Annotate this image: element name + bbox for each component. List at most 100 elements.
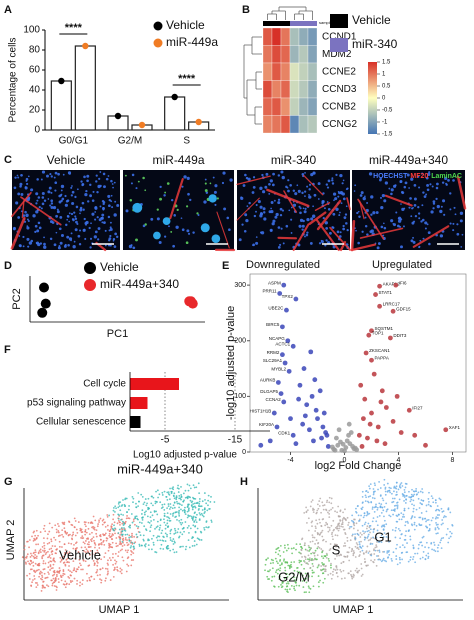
umap-cell [380, 525, 383, 528]
umap-cell [173, 492, 176, 495]
nucleus [456, 223, 459, 226]
umap-cell [87, 527, 90, 530]
umap-cell [427, 498, 430, 500]
nucleus [48, 186, 52, 190]
umap-cell [72, 531, 75, 534]
gene-label: PRR11 [263, 289, 278, 294]
nucleus [163, 194, 166, 197]
umap-cell [375, 520, 378, 523]
umap-cell [111, 541, 114, 544]
umap-cell [130, 564, 133, 567]
umap-cell [437, 527, 440, 530]
nucleus [27, 245, 30, 248]
umap-cell [50, 551, 53, 553]
umap-cell [166, 515, 168, 518]
umap-cell [136, 527, 139, 530]
umap-cell [159, 539, 162, 542]
umap-cell [382, 499, 385, 502]
umap-cell [361, 490, 364, 493]
umap-cell [358, 569, 361, 572]
umap-cell [90, 575, 93, 578]
nucleus [399, 218, 403, 221]
nucleus [282, 242, 285, 245]
heatmap-cell [262, 80, 273, 99]
umap-cell [361, 495, 364, 498]
gene-label: MYBL2 [271, 367, 286, 372]
umap-cell [74, 548, 77, 550]
umap-cell [367, 501, 370, 504]
nucleus [424, 227, 427, 230]
umap-cell [187, 508, 190, 511]
umap-cell [307, 554, 310, 557]
umap-cell [23, 545, 26, 547]
umap-cell [189, 527, 192, 530]
nucleus [38, 226, 42, 230]
umap-cell [363, 512, 366, 515]
umap-cell [75, 541, 78, 544]
nucleus [159, 197, 163, 201]
umap-cell [132, 559, 135, 561]
umap-cell [53, 557, 55, 560]
umap-cell [37, 543, 40, 546]
umap-cell [100, 579, 103, 582]
myotube [357, 198, 385, 240]
nucleus [57, 172, 60, 176]
umap-cell [178, 497, 181, 500]
gene-label: STAT1 [379, 290, 393, 295]
nucleus [279, 243, 282, 246]
nucleus [390, 188, 394, 192]
panel-label: A [4, 4, 12, 16]
nucleus [339, 173, 343, 178]
point [277, 291, 283, 296]
umap-cell [332, 538, 334, 541]
umap-cell [150, 520, 153, 522]
nucleus [94, 211, 97, 213]
myotube [11, 191, 32, 218]
umap-cell [293, 569, 296, 572]
umap-cell [64, 549, 67, 551]
gene-label: HIST1H1B [250, 408, 272, 413]
umap-cell [47, 550, 49, 553]
nucleus [259, 212, 264, 216]
umap-cell [128, 505, 130, 507]
nucleus [270, 201, 274, 204]
heatmap-cell [289, 115, 300, 134]
umap-cell [175, 498, 178, 501]
nucleus [447, 179, 450, 182]
umap-cell [407, 560, 410, 563]
umap-cell [359, 545, 361, 548]
umap-cell [404, 521, 407, 523]
umap-cell [115, 542, 118, 545]
nucleus [88, 226, 91, 230]
umap-cell [352, 550, 355, 552]
nucleus [357, 210, 360, 213]
umap-cell [412, 544, 415, 547]
nucleus [185, 241, 189, 245]
umap-cell [96, 569, 99, 571]
umap-cell [438, 509, 441, 512]
umap-cell [307, 558, 309, 561]
nucleus [290, 218, 293, 221]
nucleus [91, 199, 95, 202]
row-label: MDM2 [322, 49, 352, 60]
myotube [283, 190, 298, 213]
nucleus [112, 186, 114, 189]
umap-cell [412, 547, 415, 550]
umap-cell [353, 518, 355, 521]
umap-cell [280, 586, 283, 589]
umap-cell [383, 550, 386, 553]
umap-cell [48, 530, 51, 533]
nucleus [275, 212, 279, 217]
umap-cell [330, 502, 333, 505]
nucleus [452, 179, 455, 182]
nucleus [417, 212, 421, 215]
nucleus [30, 239, 34, 243]
umap-cell [315, 539, 318, 542]
umap-cell [147, 497, 150, 500]
umap-cell [113, 521, 116, 524]
nucleus [247, 177, 251, 181]
umap-cell [366, 513, 369, 516]
umap-cell [108, 542, 110, 545]
umap-cell [395, 547, 398, 550]
umap-cell [445, 515, 447, 518]
